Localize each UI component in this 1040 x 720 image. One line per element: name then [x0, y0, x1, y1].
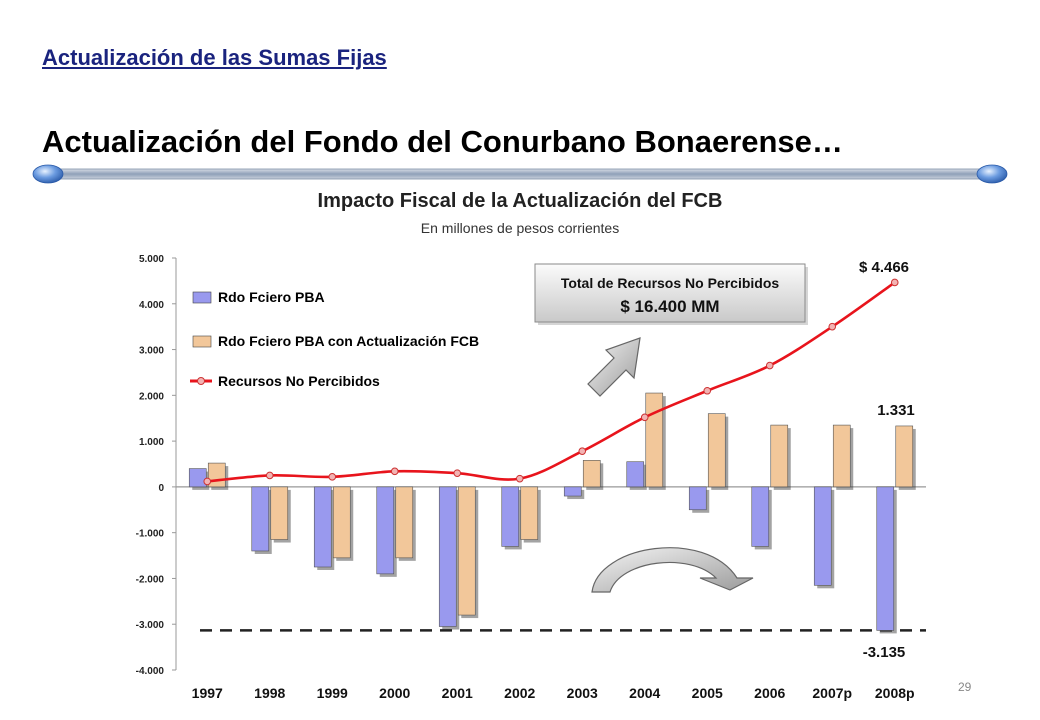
x-tick-label: 2007p — [812, 685, 852, 701]
chart-title: Impacto Fiscal de la Actualización del F… — [317, 190, 723, 212]
bar-series2 — [457, 486, 476, 616]
y-tick-label: 2.000 — [139, 391, 164, 402]
bar-series2 — [770, 424, 789, 488]
bar-series1 — [376, 486, 395, 575]
title-divider — [32, 164, 1008, 184]
legend-label-series1: Rdo Fciero PBA — [218, 289, 325, 305]
y-tick-label: 0 — [158, 483, 164, 494]
y-tick-label: 3.000 — [139, 346, 164, 357]
chart-legend: Rdo Fciero PBA Rdo Fciero PBA con Actual… — [190, 289, 479, 389]
up-right-arrow-icon — [587, 337, 641, 397]
x-tick-label: 1999 — [317, 685, 348, 701]
x-tick-label: 1998 — [254, 685, 285, 701]
chart-subtitle: En millones de pesos corrientes — [420, 220, 620, 236]
bar-series2 — [395, 486, 414, 559]
line-point — [515, 474, 524, 483]
bar-series1 — [313, 486, 332, 568]
y-tick-label: 1.000 — [139, 437, 164, 448]
line-point — [765, 361, 774, 370]
bar-series1 — [188, 468, 207, 488]
bar-series2 — [707, 413, 726, 488]
bar-series2 — [645, 392, 664, 488]
y-tick-label: -3.000 — [136, 620, 165, 631]
x-tick-label: 2008p — [875, 685, 915, 701]
x-tick-label: 2000 — [379, 685, 410, 701]
x-tick-label: 2006 — [754, 685, 785, 701]
bar-series1 — [751, 486, 770, 547]
bar-series1 — [438, 486, 457, 627]
section-link[interactable]: Actualización de las Sumas Fijas — [42, 45, 387, 70]
x-tick-label: 1997 — [192, 685, 223, 701]
legend-marker-series3 — [197, 377, 205, 385]
x-tick-label: 2004 — [629, 685, 660, 701]
line-point — [890, 278, 899, 287]
line-point — [703, 386, 712, 395]
y-tick-label: -2.000 — [136, 574, 165, 585]
page-title: Actualización del Fondo del Conurbano Bo… — [42, 124, 843, 159]
bar-series1 — [688, 486, 707, 511]
bar-series1 — [501, 486, 520, 547]
bar-series2 — [895, 425, 914, 488]
bar-series1 — [626, 461, 645, 488]
x-tick-label: 2001 — [442, 685, 473, 701]
callout-line1: Total de Recursos No Percibidos — [561, 275, 780, 291]
bar-series2 — [270, 486, 289, 540]
bar-series2 — [582, 460, 601, 488]
x-tick-label: 2005 — [692, 685, 723, 701]
line-point — [453, 469, 462, 477]
bar-series2 — [832, 424, 851, 488]
bar-series2 — [207, 462, 226, 488]
line-point — [203, 477, 212, 486]
annotation-line-end-value: $ 4.466 — [859, 259, 909, 276]
y-tick-label: -4.000 — [136, 666, 165, 677]
line-point — [265, 471, 274, 480]
callout-line2: $ 16.400 MM — [620, 297, 719, 316]
line-point — [390, 467, 399, 476]
annotation-min-value: -3.135 — [863, 644, 906, 661]
y-tick-label: 5.000 — [139, 254, 164, 265]
y-tick-label: 4.000 — [139, 300, 164, 311]
line-point — [328, 473, 337, 481]
page-number: 29 — [958, 680, 972, 694]
annotation-bar-end-value: 1.331 — [877, 402, 915, 419]
curved-arrow-icon — [591, 547, 754, 593]
line-point — [640, 413, 649, 422]
legend-label-series2: Rdo Fciero PBA con Actualización FCB — [218, 333, 479, 349]
bar-series2 — [520, 486, 539, 540]
line-point — [578, 447, 587, 455]
x-tick-label: 2003 — [567, 685, 598, 701]
bar-series1 — [563, 486, 582, 497]
callout-box: Total de Recursos No Percibidos $ 16.400… — [534, 263, 808, 325]
bar-series2 — [332, 486, 351, 559]
bar-series1 — [876, 486, 895, 631]
bar-series1 — [813, 486, 832, 586]
legend-label-series3: Recursos No Percibidos — [218, 373, 380, 389]
legend-swatch-series2 — [192, 335, 212, 348]
bar-series1 — [251, 486, 270, 552]
legend-swatch-series1 — [192, 291, 212, 304]
y-tick-label: -1.000 — [136, 529, 165, 540]
line-point — [828, 322, 837, 331]
x-tick-label: 2002 — [504, 685, 535, 701]
